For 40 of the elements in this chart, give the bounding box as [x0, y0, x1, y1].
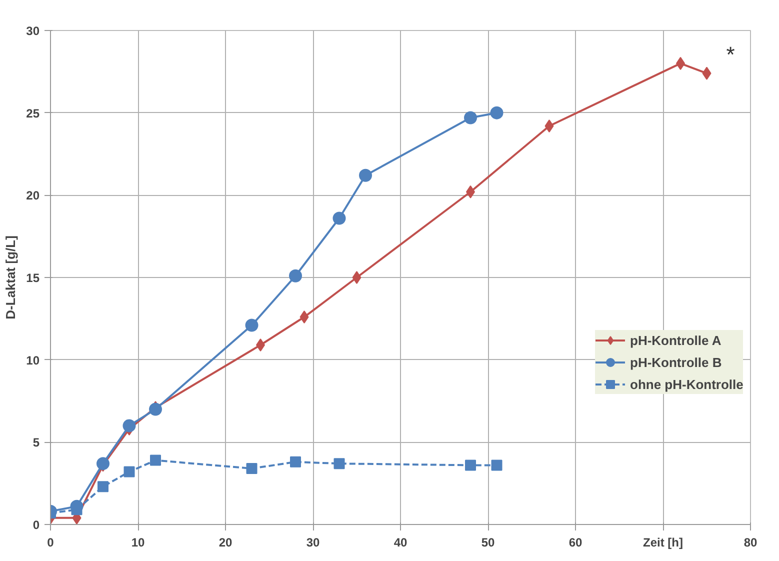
point [289, 269, 302, 282]
x-tick-label: 50 [481, 536, 495, 550]
point [359, 168, 372, 182]
x-tick-label: 40 [394, 536, 408, 550]
annotation: * [726, 42, 736, 67]
point [544, 120, 554, 133]
legend-label: pH-Kontrolle A [630, 332, 722, 348]
y-tick-label: 5 [32, 436, 40, 450]
point [290, 456, 301, 468]
point [334, 458, 345, 470]
point [702, 66, 712, 80]
y-tick-label: 30 [26, 24, 40, 38]
point [150, 454, 161, 466]
y-tick-label: 0 [32, 518, 40, 532]
x-tick-label: 80 [744, 536, 758, 550]
legend-label: ohne pH-Kontrolle [630, 376, 744, 392]
y-tick-label: 25 [26, 106, 40, 120]
x-tick-label: 20 [218, 536, 232, 550]
point [300, 310, 309, 324]
point [464, 111, 477, 124]
y-tick-label: 15 [26, 271, 40, 285]
point [352, 271, 362, 284]
x-tick-label: Zeit [h] [643, 536, 684, 550]
point [465, 460, 476, 471]
point [491, 460, 502, 471]
legend-label: pH-Kontrolle B [630, 354, 722, 370]
x-tick-label: 10 [131, 536, 145, 550]
point [245, 318, 258, 332]
point [246, 463, 258, 474]
y-axis-title: D-Laktat [g/L] [3, 236, 18, 320]
x-tick-label: 0 [47, 536, 54, 550]
point [98, 481, 108, 492]
x-tick-label: 30 [306, 536, 320, 550]
point [490, 106, 504, 120]
point [332, 212, 346, 225]
point [122, 419, 136, 432]
y-tick-label: 20 [26, 188, 40, 203]
x-tick-label: 60 [568, 536, 582, 550]
y-tick-label: 10 [26, 353, 40, 368]
point [124, 466, 135, 478]
